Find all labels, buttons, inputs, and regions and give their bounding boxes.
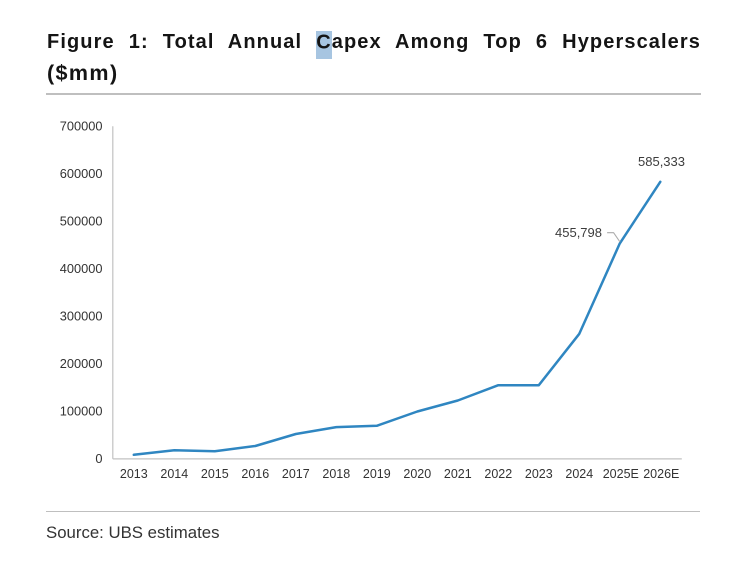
svg-text:300000: 300000 <box>60 309 103 324</box>
svg-text:2026E: 2026E <box>643 467 679 481</box>
svg-text:700000: 700000 <box>60 119 103 134</box>
svg-text:2013: 2013 <box>120 467 148 481</box>
svg-text:2025E: 2025E <box>603 467 639 481</box>
svg-text:585,333: 585,333 <box>638 154 685 169</box>
svg-text:2024: 2024 <box>565 467 593 481</box>
svg-text:2022: 2022 <box>484 467 512 481</box>
svg-text:2020: 2020 <box>403 467 431 481</box>
svg-text:2014: 2014 <box>160 467 188 481</box>
svg-text:600000: 600000 <box>60 166 103 181</box>
svg-text:2021: 2021 <box>444 467 472 481</box>
svg-text:2015: 2015 <box>201 467 229 481</box>
svg-text:455,798: 455,798 <box>555 225 602 240</box>
svg-text:200000: 200000 <box>60 356 103 371</box>
svg-text:0: 0 <box>95 451 102 466</box>
svg-text:2016: 2016 <box>241 467 269 481</box>
svg-text:2019: 2019 <box>363 467 391 481</box>
svg-text:500000: 500000 <box>60 214 103 229</box>
svg-text:2018: 2018 <box>322 467 350 481</box>
svg-text:2017: 2017 <box>282 467 310 481</box>
svg-text:100000: 100000 <box>60 404 103 419</box>
svg-text:400000: 400000 <box>60 261 103 276</box>
svg-text:2023: 2023 <box>525 467 553 481</box>
